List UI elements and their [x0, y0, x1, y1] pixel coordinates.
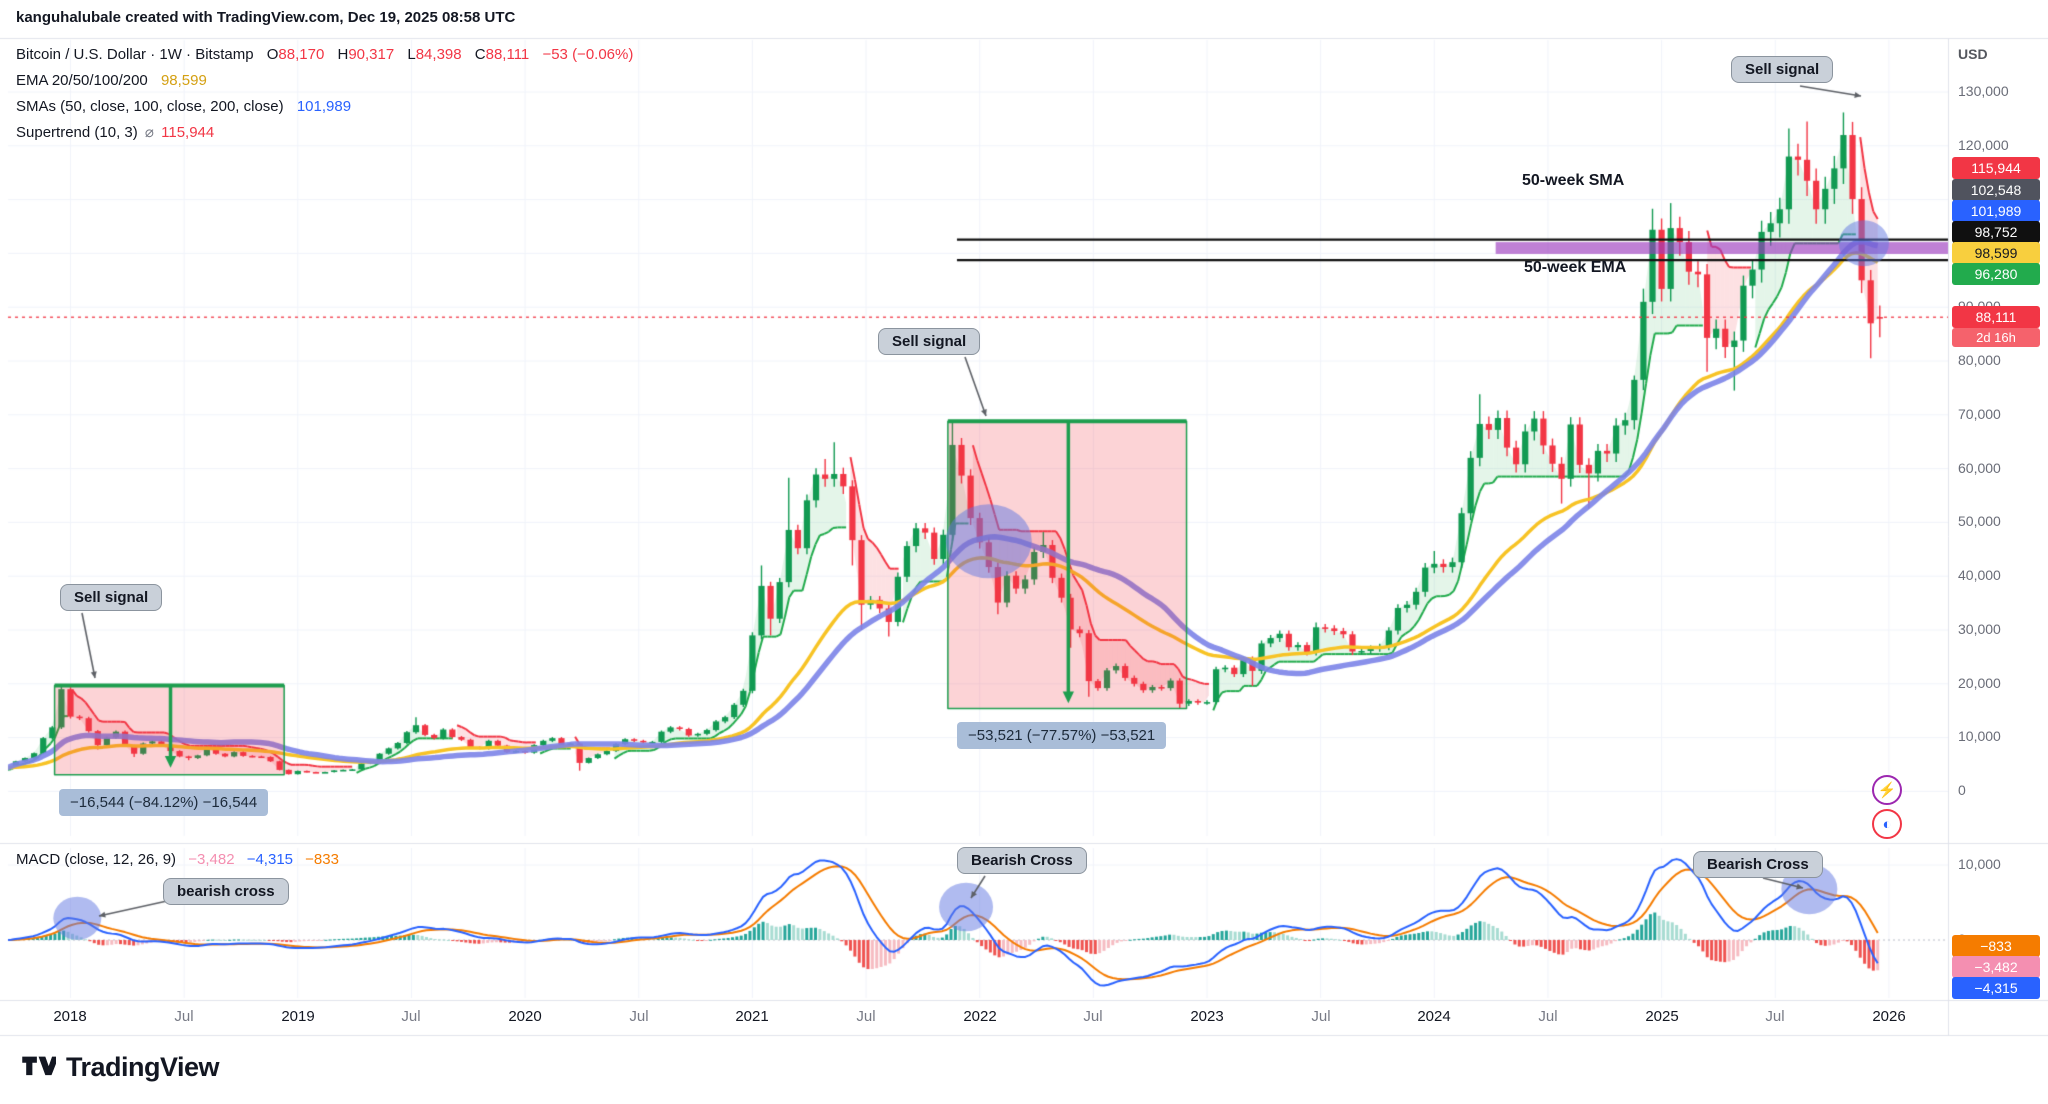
label-50-week-sma[interactable]: 50-week SMA [1522, 172, 1625, 189]
ema-label[interactable]: EMA 20/50/100/200 [16, 72, 148, 89]
high-label: H [337, 46, 349, 63]
close-value: 88,111 [485, 46, 530, 63]
tradingview-brand[interactable]: TradingView [66, 1052, 220, 1082]
macd-histogram-value: −3,482 [188, 851, 235, 868]
smas-label[interactable]: SMAs (50, close, 100, close, 200, close) [16, 98, 284, 115]
high-value: 90,317 [348, 46, 395, 63]
callout-sell-signal-2021[interactable]: Sell signal [878, 328, 981, 355]
footer: TradingView [20, 1048, 220, 1087]
diameter-icon: ⌀ [144, 124, 154, 141]
macd-line-value: −4,315 [246, 851, 293, 868]
open-label: O [266, 46, 279, 63]
callout-bearish-cross-2025[interactable]: Bearish Cross [1693, 851, 1823, 878]
callout-bearish-cross-2018[interactable]: bearish cross [163, 878, 289, 905]
callout-sell-signal-2018[interactable]: Sell signal [60, 584, 163, 611]
smas-value: 101,989 [296, 98, 352, 115]
tradingview-logo-icon[interactable] [20, 1048, 59, 1087]
range-stat-2022[interactable]: −53,521 (−77.57%) −53,521 [957, 722, 1167, 749]
supertrend-label[interactable]: Supertrend (10, 3) [16, 124, 138, 141]
symbol-row[interactable]: Bitcoin / U.S. Dollar · 1W · Bitstamp O8… [16, 42, 633, 68]
low-label: L [407, 46, 416, 63]
ema-value: 98,599 [160, 72, 207, 89]
label-50-week-ema[interactable]: 50-week EMA [1524, 259, 1627, 276]
chart-legend: Bitcoin / U.S. Dollar · 1W · Bitstamp O8… [16, 42, 633, 146]
ema-row[interactable]: EMA 20/50/100/200 98,599 [16, 68, 633, 94]
macd-signal-value: −833 [305, 851, 339, 868]
change-value: −53 (−0.06%) [542, 46, 634, 63]
low-value: 84,398 [415, 46, 462, 63]
smas-row[interactable]: SMAs (50, close, 100, close, 200, close)… [16, 94, 633, 120]
symbol-title[interactable]: Bitcoin / U.S. Dollar · 1W · Bitstamp [16, 46, 254, 63]
range-stat-2018[interactable]: −16,544 (−84.12%) −16,544 [59, 789, 269, 816]
callout-bearish-cross-2022[interactable]: Bearish Cross [957, 847, 1087, 874]
open-value: 88,170 [278, 46, 325, 63]
macd-legend[interactable]: MACD (close, 12, 26, 9) −3,482 −4,315 −8… [16, 851, 339, 868]
globe-badge-icon[interactable]: ◐ [1872, 809, 1902, 839]
macd-title[interactable]: MACD (close, 12, 26, 9) [16, 851, 177, 868]
header-credit: kanguhalubale created with TradingView.c… [16, 9, 516, 26]
lightning-badge-icon[interactable]: ⚡ [1872, 775, 1902, 805]
price-axis-unit[interactable]: USD [1958, 46, 1988, 62]
close-label: C [474, 46, 486, 63]
callout-sell-signal-2025[interactable]: Sell signal [1731, 56, 1834, 83]
supertrend-value: 115,944 [161, 124, 215, 141]
supertrend-row[interactable]: Supertrend (10, 3) ⌀ 115,944 [16, 120, 633, 146]
